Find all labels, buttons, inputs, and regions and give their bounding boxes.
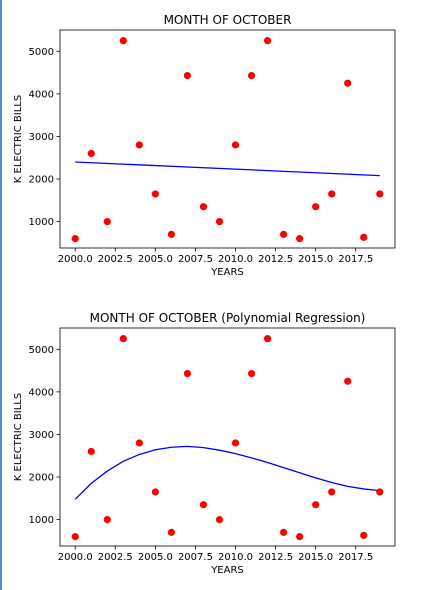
chart-title: MONTH OF OCTOBER (Polynomial Regression)	[90, 311, 366, 325]
x-tick-label: 2015.0	[298, 552, 333, 563]
x-tick-label: 2017.5	[338, 552, 373, 563]
y-tick-label: 5000	[29, 47, 54, 58]
data-point	[183, 369, 192, 378]
chart-title: MONTH OF OCTOBER	[164, 13, 292, 27]
chart-1: MONTH OF OCTOBER 2000.0 2002.5 2005.0 2007.5…	[13, 13, 396, 278]
y-tick-label: 2000	[29, 175, 54, 186]
x-tick-label: 2000.0	[58, 254, 93, 265]
x-tick-label: 2010.0	[218, 552, 253, 563]
data-point	[135, 439, 143, 447]
data-point	[263, 335, 272, 343]
data-point	[71, 533, 79, 541]
data-point	[199, 501, 208, 509]
y-tick-label: 1000	[29, 217, 54, 228]
data-point	[215, 516, 224, 524]
data-point	[247, 71, 256, 80]
y-tick-label: 4000	[29, 387, 54, 398]
data-point	[280, 528, 288, 536]
x-tick-label: 2000.0	[58, 552, 93, 563]
x-tick-label: 2002.5	[98, 254, 133, 265]
y-tick-label: 5000	[29, 345, 54, 356]
x-tick-label: 2017.5	[338, 254, 373, 265]
data-point	[151, 190, 159, 198]
x-tick-label: 2007.5	[178, 552, 213, 563]
data-point	[183, 71, 192, 80]
data-point	[71, 235, 79, 243]
data-point	[167, 230, 175, 238]
regression-line	[74, 445, 380, 500]
y-tick-label: 4000	[29, 89, 54, 100]
data-point	[231, 439, 240, 447]
y-axis-label: K ELECTRIC BILLS	[13, 95, 24, 183]
page-left-border	[0, 0, 2, 590]
data-point	[151, 488, 159, 496]
data-point	[231, 141, 240, 149]
x-tick-label: 2012.5	[258, 552, 293, 563]
data-point	[376, 190, 384, 198]
y-tick-label: 2000	[29, 473, 54, 484]
data-point	[103, 516, 111, 524]
data-point	[280, 230, 288, 238]
data-point	[312, 501, 320, 509]
chart-2: MONTH OF OCTOBER (Polynomial Regression)…	[13, 311, 396, 576]
y-tick-label: 3000	[29, 430, 54, 441]
data-point	[119, 37, 127, 45]
x-tick-label: 2015.0	[298, 254, 333, 265]
x-tick-label: 2012.5	[258, 254, 293, 265]
data-point	[263, 37, 272, 45]
data-point	[87, 149, 95, 158]
x-tick-label: 2005.0	[138, 552, 173, 563]
data-point	[215, 218, 224, 226]
y-tick-label: 1000	[29, 515, 54, 526]
data-point	[199, 203, 208, 211]
data-point	[344, 79, 352, 87]
x-tick-label: 2007.5	[178, 254, 213, 265]
data-point	[312, 203, 320, 211]
data-point	[376, 488, 384, 496]
data-point	[247, 369, 256, 378]
x-tick-label: 2005.0	[138, 254, 173, 265]
data-point	[360, 233, 368, 241]
x-axis-label: YEARS	[210, 565, 244, 576]
plot-frame	[59, 327, 396, 547]
data-point	[135, 141, 143, 149]
y-tick-label: 3000	[29, 132, 54, 143]
data-point	[167, 528, 175, 536]
y-axis-label: K ELECTRIC BILLS	[13, 393, 24, 481]
x-axis-label: YEARS	[210, 267, 244, 278]
data-point	[328, 488, 336, 496]
data-point	[344, 377, 352, 385]
plot-frame	[59, 29, 396, 249]
data-point	[296, 533, 304, 541]
regression-line	[75, 161, 380, 177]
data-point	[328, 190, 336, 198]
x-tick-label: 2002.5	[98, 552, 133, 563]
data-point	[360, 531, 368, 539]
x-tick-label: 2010.0	[218, 254, 253, 265]
data-point	[87, 447, 95, 456]
data-point	[296, 235, 304, 243]
data-point	[103, 218, 111, 226]
data-point	[119, 335, 127, 343]
